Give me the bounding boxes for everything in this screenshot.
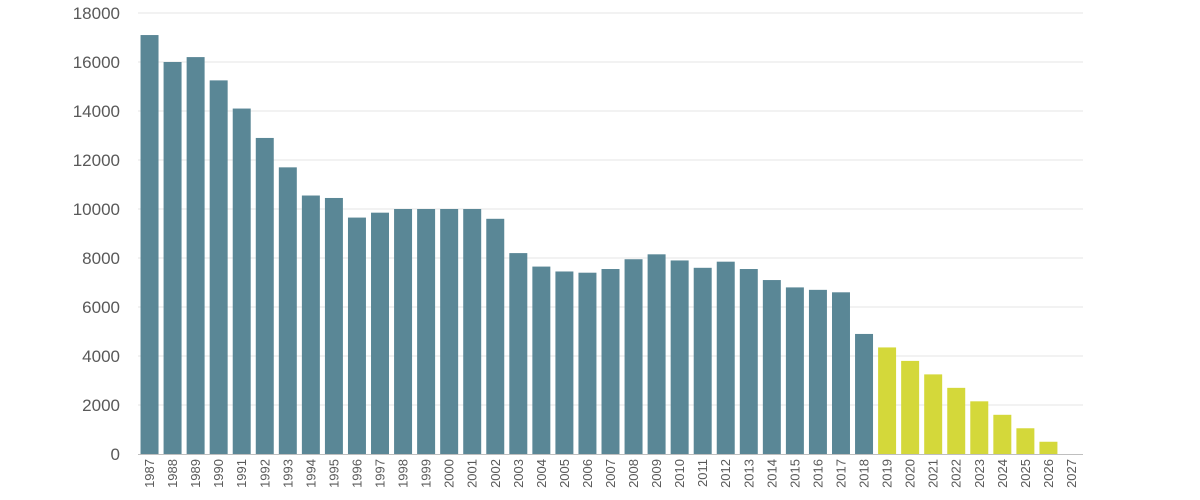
bar-1989 <box>186 57 205 454</box>
x-tick-label: 2025 <box>1018 459 1033 488</box>
bar-2004 <box>532 266 551 454</box>
x-tick-label: 2005 <box>557 459 572 488</box>
y-tick-label: 4000 <box>82 347 120 366</box>
bar-2016 <box>808 289 827 454</box>
bar-1998 <box>394 209 413 454</box>
x-tick-label: 1998 <box>396 459 411 488</box>
x-tick-label: 2014 <box>764 459 779 488</box>
x-tick-label: 1994 <box>303 459 318 488</box>
bar-2006 <box>578 272 597 454</box>
x-tick-label: 1995 <box>326 459 341 488</box>
bar-2012 <box>716 261 735 454</box>
x-tick-label: 2006 <box>580 459 595 488</box>
y-tick-label: 14000 <box>73 102 120 121</box>
x-tick-label: 2023 <box>972 459 987 488</box>
bar-2020 <box>901 360 920 454</box>
bar-2015 <box>785 287 804 454</box>
bar-2007 <box>601 269 620 454</box>
x-tick-label: 1991 <box>234 459 249 488</box>
bar-2019 <box>878 347 897 454</box>
bar-2010 <box>670 260 689 454</box>
bar-1990 <box>209 80 228 455</box>
x-tick-label: 1987 <box>142 459 157 488</box>
x-tick-label: 2002 <box>488 459 503 488</box>
bar-2024 <box>993 414 1012 454</box>
y-axis-tick-labels: 0 2000 4000 6000 8000 10000 12000 14000 16000 180… <box>73 4 120 464</box>
x-tick-label: 2013 <box>741 459 756 488</box>
y-tick-label: 2000 <box>82 396 120 415</box>
x-tick-label: 2007 <box>603 459 618 488</box>
y-tick-label: 6000 <box>82 298 120 317</box>
x-tick-label: 1997 <box>373 459 388 488</box>
bars <box>140 35 1058 455</box>
y-tick-label: 0 <box>111 445 120 464</box>
x-tick-label: 2019 <box>880 459 895 488</box>
bar-2002 <box>486 218 505 454</box>
bar-1993 <box>278 167 297 454</box>
x-tick-label: 2020 <box>903 459 918 488</box>
bar-1996 <box>347 217 366 454</box>
bar-2026 <box>1039 441 1058 454</box>
x-tick-label: 2018 <box>857 459 872 488</box>
x-tick-label: 2022 <box>949 459 964 488</box>
bar-2013 <box>739 269 758 454</box>
bar-2011 <box>693 267 712 454</box>
x-tick-label: 1990 <box>211 459 226 488</box>
x-tick-label: 1996 <box>349 459 364 488</box>
x-tick-label: 2010 <box>672 459 687 488</box>
x-tick-label: 2026 <box>1041 459 1056 488</box>
bar-2000 <box>440 209 459 454</box>
bar-2003 <box>509 253 528 454</box>
bar-2023 <box>970 401 989 454</box>
bar-1988 <box>163 62 182 454</box>
x-tick-label: 1988 <box>165 459 180 488</box>
x-tick-label: 2012 <box>718 459 733 488</box>
bar-2009 <box>647 254 666 454</box>
y-tick-label: 18000 <box>73 4 120 23</box>
x-tick-label: 2024 <box>995 459 1010 488</box>
x-axis-tick-labels: 1987 1988 1989 1990 1991 1992 1993 1994 1995 1996… <box>142 459 1079 488</box>
x-tick-label: 1992 <box>257 459 272 488</box>
x-tick-label: 2021 <box>926 459 941 488</box>
x-tick-label: 2015 <box>787 459 802 488</box>
bar-2005 <box>555 271 574 454</box>
x-tick-label: 2027 <box>1064 459 1079 488</box>
bar-1991 <box>232 108 251 455</box>
bar-1999 <box>417 209 436 454</box>
bar-1995 <box>324 197 343 454</box>
x-tick-label: 2009 <box>649 459 664 488</box>
bar-2008 <box>624 259 643 454</box>
y-tick-label: 10000 <box>73 200 120 219</box>
bar-2022 <box>947 387 966 454</box>
bar-2001 <box>463 209 482 454</box>
x-tick-label: 2017 <box>833 459 848 488</box>
y-tick-label: 16000 <box>73 53 120 72</box>
y-tick-label: 12000 <box>73 151 120 170</box>
x-tick-label: 2011 <box>695 459 710 487</box>
x-tick-label: 2008 <box>626 459 641 488</box>
x-tick-label: 2000 <box>442 459 457 488</box>
bar-1987 <box>140 35 159 455</box>
x-tick-label: 1999 <box>419 459 434 488</box>
x-tick-label: 1993 <box>280 459 295 488</box>
bar-2021 <box>924 374 943 455</box>
bar-2025 <box>1016 428 1035 454</box>
x-tick-label: 2003 <box>511 459 526 488</box>
x-tick-label: 2001 <box>465 459 480 488</box>
x-tick-label: 1989 <box>188 459 203 488</box>
bar-2018 <box>855 333 874 454</box>
bar-1997 <box>371 212 389 454</box>
bar-2017 <box>832 292 850 454</box>
bar-1994 <box>301 195 320 454</box>
y-tick-label: 8000 <box>82 249 120 268</box>
bar-1992 <box>255 137 274 454</box>
bar-2014 <box>762 280 781 454</box>
x-tick-label: 2016 <box>810 459 825 488</box>
x-tick-label: 2004 <box>534 459 549 488</box>
